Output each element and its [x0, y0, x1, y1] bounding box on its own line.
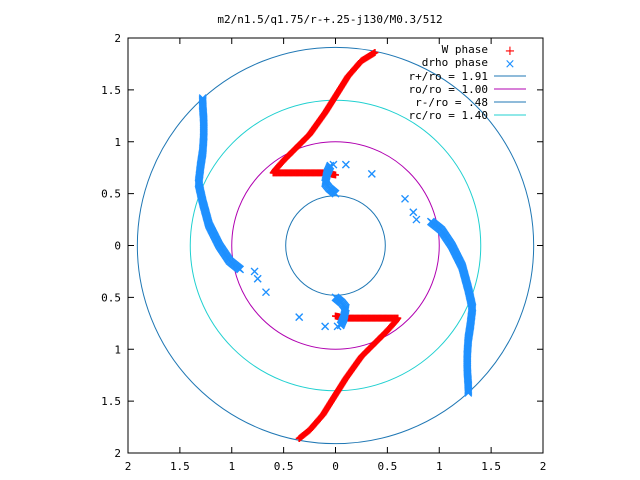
point-1	[253, 274, 262, 283]
circle-2	[285, 195, 386, 296]
x-tick-label: 1.5	[170, 460, 190, 473]
data-series	[194, 49, 477, 442]
point-1	[261, 288, 270, 297]
point-1	[333, 322, 342, 331]
legend-label-ro: ro/ro = 1.00	[409, 83, 488, 96]
x-tick-label: 1	[436, 460, 443, 473]
point-1	[198, 94, 207, 103]
x-tick-label: 1	[228, 460, 235, 473]
y-tick-label: 1	[114, 136, 121, 149]
point-1	[250, 267, 259, 276]
y-tick-label: 0.5	[101, 188, 121, 201]
legend-marker-w-phase: +	[505, 44, 516, 59]
legend-marker-drho-phase: ×	[505, 57, 516, 72]
circle-0	[136, 46, 535, 445]
point-1	[295, 313, 304, 322]
legend: W phase + drho phase × r+/ro = 1.91 ro/r…	[409, 43, 526, 122]
point-1	[198, 96, 207, 105]
x-tick-label: 2	[540, 460, 547, 473]
circle-1	[231, 141, 440, 350]
y-tick-label: 2	[114, 32, 121, 45]
point-1	[464, 385, 473, 394]
point-1	[464, 387, 473, 396]
y-tick-label: 1.5	[101, 395, 121, 408]
point-1	[198, 97, 207, 106]
point-1	[464, 386, 473, 395]
legend-label-w-phase: W phase	[442, 43, 488, 56]
y-tick-label: 1	[114, 343, 121, 356]
point-1	[321, 322, 330, 331]
point-0	[332, 171, 339, 179]
x-tick-label: 0	[332, 460, 339, 473]
axis-ticks: 2 1.5 1 0.5 0 0.5 1 1.5 221.510.500.511.52	[101, 32, 546, 473]
x-tick-label: 0.5	[377, 460, 397, 473]
y-tick-label: 0.5	[101, 291, 121, 304]
point-1	[412, 215, 421, 224]
x-tick-label: 2	[125, 460, 132, 473]
y-tick-label: 0	[114, 240, 121, 253]
x-tick-label: 0.5	[274, 460, 294, 473]
point-1	[464, 388, 473, 397]
point-1	[341, 160, 350, 169]
legend-label-rc: rc/ro = 1.40	[409, 109, 488, 122]
chart-title: m2/n1.5/q1.75/r-+.25-j130/M0.3/512	[217, 13, 442, 26]
point-1	[331, 189, 340, 198]
circle-3	[189, 99, 482, 392]
legend-label-r-minus: r-/ro = .48	[415, 96, 488, 109]
point-0	[332, 312, 339, 320]
legend-label-drho-phase: drho phase	[422, 56, 488, 69]
y-tick-label: 2	[114, 447, 121, 460]
point-1	[329, 160, 338, 169]
point-1	[367, 169, 376, 178]
y-tick-label: 1.5	[101, 84, 121, 97]
x-tick-label: 1.5	[481, 460, 501, 473]
point-1	[198, 95, 207, 104]
point-1	[401, 194, 410, 203]
point-1	[331, 293, 340, 302]
legend-label-r-plus: r+/ro = 1.91	[409, 70, 488, 83]
point-1	[409, 208, 418, 217]
